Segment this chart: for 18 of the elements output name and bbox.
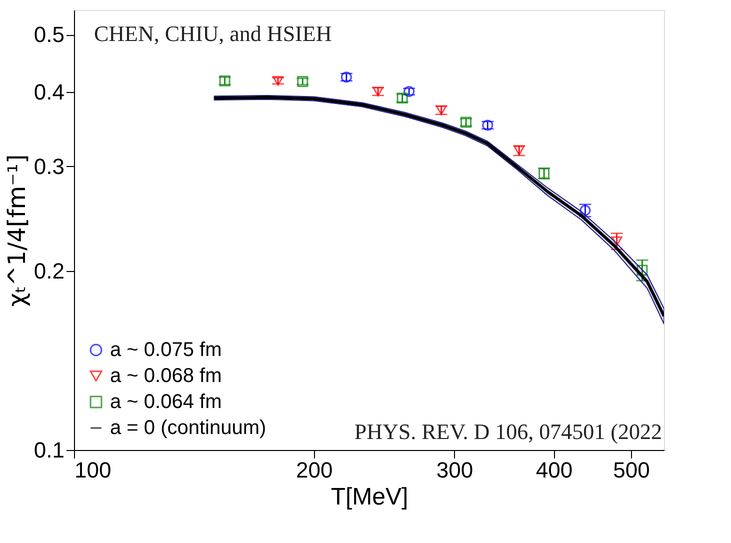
legend-label: a ~ 0.068 fm bbox=[110, 365, 222, 387]
legend-label: a ~ 0.064 fm bbox=[110, 391, 222, 413]
x-tick-label: 400 bbox=[536, 458, 573, 482]
y-tick-label: 0.5 bbox=[34, 22, 64, 48]
x-tick-label: 100 bbox=[74, 458, 112, 482]
x-axis-title: T[MeV] bbox=[330, 484, 408, 510]
y-tick-label: 0.3 bbox=[34, 154, 64, 179]
y-tick-label: 0.2 bbox=[34, 258, 64, 284]
y-tick-label: 0.1 bbox=[34, 438, 64, 462]
legend-label: a = 0 (continuum) bbox=[110, 417, 266, 439]
annotation: PHYS. REV. D 106, 074501 (2022 bbox=[354, 419, 662, 444]
x-tick-label: 500 bbox=[613, 458, 650, 482]
annotation: CHEN, CHIU, and HSIEH bbox=[94, 21, 332, 46]
legend-label: a ~ 0.075 fm bbox=[110, 339, 222, 361]
x-tick-label: 300 bbox=[436, 458, 474, 482]
x-tick-label: 200 bbox=[296, 458, 333, 482]
y-tick-label: 0.4 bbox=[34, 80, 64, 105]
y-axis-title: χₜ^1/4[fm⁻¹] bbox=[2, 154, 31, 307]
